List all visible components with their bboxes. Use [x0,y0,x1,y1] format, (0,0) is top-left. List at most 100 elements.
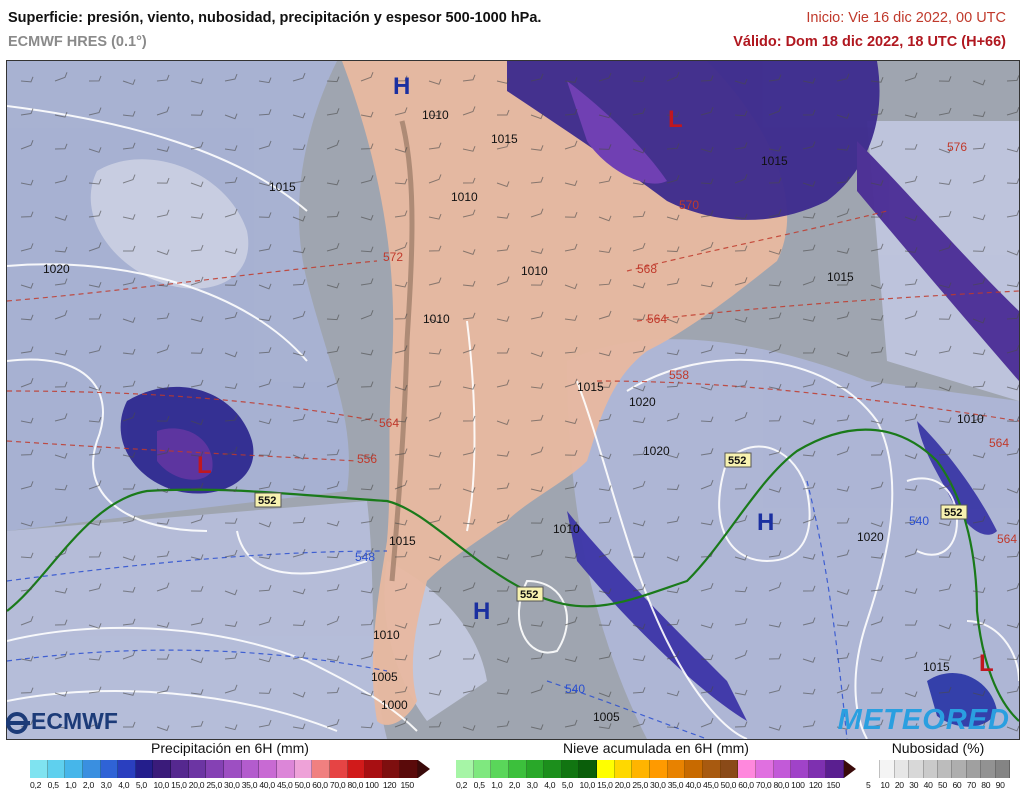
wind-barb-icon [428,586,442,593]
wind-barb-icon [972,381,986,388]
wind-barb-icon [700,281,714,288]
wind-barb-icon [768,312,782,320]
wind-barb-icon [870,283,884,290]
cloud-swatch [894,760,910,778]
wind-barb-icon [326,615,340,626]
wind-barb-icon [292,382,306,389]
wind-barb-icon [360,349,374,356]
wind-barb-icon [598,516,612,524]
wind-barb-icon [564,656,578,663]
isobar-labels: 1015 1020 1010 1015 1010 1010 1015 1020 … [43,108,984,724]
wind-barb-icon [428,245,442,252]
isobar-label: 1005 [371,670,398,684]
wind-barb-icon [870,656,884,662]
wind-barb-icon [190,213,204,219]
wind-barb-icon [666,71,680,82]
wind-barb-icon [700,479,714,490]
snow-swatch [632,760,651,778]
wind-barb-icon [224,446,238,456]
wind-barb-icon [224,518,238,524]
wind-barb-icon [54,278,68,286]
wind-barbs [20,71,1019,732]
wind-barb-icon [938,448,952,456]
wind-barb-icon [462,685,476,694]
wind-barb-icon [88,686,102,694]
isobar-label: 1015 [923,660,950,674]
wind-barb-icon [190,419,204,426]
wind-barb-icon [836,414,850,422]
wind-barb-icon [598,215,612,222]
wind-barb-icon [836,724,850,730]
wind-barb-icon [802,482,816,490]
wind-barb-icon [20,378,34,388]
wind-barb-icon [666,278,680,286]
precip-swatch [347,760,366,778]
wind-barb-icon [360,278,374,286]
precip-tick-label: 40,0 [259,780,275,790]
precip-tick-label: 70,0 [329,780,346,790]
snow-tick-label: 70,0 [755,780,772,790]
wind-barb-icon [768,486,782,493]
wind-barb-icon [20,314,34,321]
wind-barb-icon [462,384,476,390]
wind-barb-icon [802,212,816,219]
wind-barb-icon [462,621,476,628]
map-canvas: H L L H H L 1015 1020 1010 1015 1010 101… [7,61,1019,739]
snow-tick-label: 4,0 [544,780,556,790]
wind-barb-icon [836,311,850,320]
wind-barb-icon [326,449,340,456]
wind-barb-icon [632,147,646,154]
wind-barb-icon [394,384,408,391]
wind-barb-icon [224,414,238,422]
wind-barb-icon [190,141,204,150]
weather-map[interactable]: H L L H H L 1015 1020 1010 1015 1010 101… [6,60,1020,740]
wind-barb-icon [394,686,408,694]
wind-barb-icon [1006,622,1019,629]
wind-barb-icon [428,380,442,388]
precip-swatch [382,760,401,778]
wind-barb-icon [700,686,714,694]
wind-barb-icon [156,685,170,694]
wind-barb-icon [700,107,714,116]
wind-barb-icon [122,555,136,562]
wind-barb-icon [734,554,748,561]
wind-barb-icon [326,211,340,218]
wind-barb-icon [666,143,680,150]
precip-tick-label: 2,0 [82,780,94,790]
wind-barb-icon [20,417,34,424]
snow-swatch [685,760,703,778]
wind-barb-icon [258,418,272,425]
wind-barb-icon [122,721,136,728]
wind-barb-icon [326,346,340,354]
wind-barb-icon [54,484,68,491]
wind-barb-icon [700,448,714,456]
snow-swatch [544,760,562,778]
wind-barb-icon [20,584,34,592]
wind-barb-icon [836,176,850,184]
wind-barb-icon [700,146,714,153]
wind-barb-icon [54,175,68,184]
wind-barb-icon [768,582,782,592]
snow-swatch [473,760,492,778]
wind-barb-icon [122,348,136,355]
wind-barb-icon [20,140,34,150]
wind-barb-icon [394,718,408,728]
snow-tick-label: 3,0 [526,780,538,790]
thickness-label: 564 [379,416,399,430]
wind-barb-icon [428,483,442,490]
wind-barb-icon [666,174,680,184]
wind-barb-icon [20,616,34,626]
wind-barb-icon [1006,448,1019,456]
wind-barb-icon [836,652,850,660]
wind-barb-icon [292,414,306,422]
wind-barb-icon [122,174,136,184]
wind-barb-icon [836,73,850,82]
thickness-box-label: 552 [728,455,746,467]
wind-barb-icon [904,691,918,698]
snow-swatch [491,760,509,778]
wind-barb-icon [428,277,442,286]
wind-barb-icon [360,309,374,320]
wind-barb-icon [88,718,102,728]
wind-barb-icon [156,209,170,218]
wind-barb-icon [360,71,374,82]
